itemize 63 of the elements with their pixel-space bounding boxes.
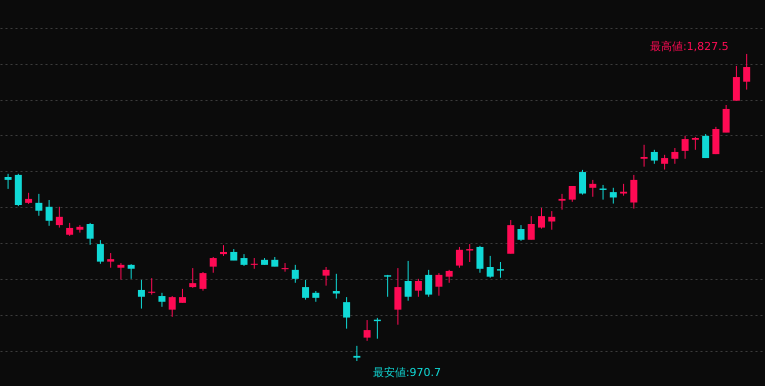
candlestick (322, 266, 330, 286)
candlestick (96, 240, 104, 264)
candlestick (630, 174, 638, 210)
candlestick (456, 246, 463, 268)
candlestick (414, 278, 422, 298)
candlestick (107, 252, 114, 268)
candlestick (404, 260, 412, 302)
candlestick (210, 256, 217, 274)
candlestick (466, 244, 474, 262)
candlestick (199, 272, 206, 292)
candlestick (56, 206, 63, 228)
candlestick (46, 199, 53, 226)
candlestick (158, 292, 166, 308)
candlestick (589, 179, 596, 198)
candlestick (66, 222, 74, 236)
candlestick (302, 279, 310, 300)
candlestick (292, 264, 299, 284)
candlestick (610, 187, 617, 204)
candlestick (220, 244, 227, 256)
candlestick (579, 169, 586, 196)
candlestick (240, 254, 248, 266)
candlestick (650, 149, 658, 164)
candlestick (486, 255, 494, 278)
candlestick (600, 184, 607, 200)
candlestick (671, 148, 678, 164)
candlestick (4, 173, 12, 190)
annotation: 最高値:1,827.5 (650, 40, 729, 53)
candlestick (661, 154, 668, 170)
candlestick (743, 53, 750, 90)
candlestick (189, 268, 196, 288)
candlestick (692, 136, 699, 150)
candlestick (374, 317, 381, 340)
candlestick (35, 193, 42, 216)
candlestick (250, 258, 258, 270)
candlestick (86, 222, 94, 246)
candlestick (168, 296, 176, 318)
candlestick (178, 288, 186, 304)
candlestick (702, 134, 710, 159)
candlestick (128, 264, 135, 280)
candlestick (343, 296, 350, 330)
candlestick (528, 216, 535, 240)
candlestick (568, 186, 576, 202)
candlestick (364, 320, 371, 342)
candlestick (476, 245, 484, 274)
candlestick (25, 192, 32, 204)
candlestick (517, 224, 524, 242)
candlestick (682, 135, 689, 160)
candlestick (138, 279, 145, 310)
candlestick (148, 278, 156, 296)
candlestick (538, 207, 545, 230)
candlestick (640, 144, 648, 168)
candlestick (394, 268, 402, 326)
candlestick (425, 269, 432, 298)
candlestick (332, 273, 340, 300)
candlestick (620, 183, 628, 196)
candlestick (722, 104, 730, 134)
candlestick (435, 272, 442, 296)
candlestick (732, 65, 740, 102)
candlestick (312, 290, 320, 302)
annotation: 最安値:970.7 (372, 366, 442, 380)
candlestick (496, 261, 504, 278)
candlestick (446, 269, 453, 284)
candlestick (548, 210, 556, 230)
